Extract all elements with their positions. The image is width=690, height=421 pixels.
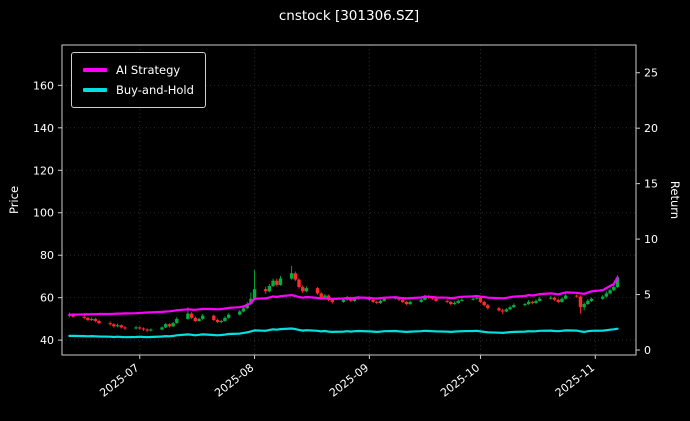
legend-label: Buy-and-Hold [116,83,194,97]
svg-text:60: 60 [40,292,54,305]
svg-text:5: 5 [644,289,651,302]
svg-text:0: 0 [644,344,651,357]
svg-text:2025-11: 2025-11 [553,361,597,400]
legend-item-ai-strategy: AI Strategy [83,60,194,80]
chart-title: cnstock [301306.SZ] [278,8,420,24]
y-axis-label-return: Return [668,180,682,220]
legend: AI Strategy Buy-and-Hold [71,52,206,108]
ai-strategy-line-swatch [83,68,107,72]
svg-text:140: 140 [33,122,54,135]
svg-text:15: 15 [644,178,658,191]
svg-text:160: 160 [33,79,54,92]
svg-text:2025-09: 2025-09 [327,361,371,400]
svg-text:100: 100 [33,207,54,220]
legend-label: AI Strategy [116,63,181,77]
svg-text:2025-08: 2025-08 [212,361,256,400]
svg-text:2025-07: 2025-07 [97,361,141,400]
svg-text:10: 10 [644,233,658,246]
svg-text:40: 40 [40,334,54,347]
svg-text:2025-10: 2025-10 [438,361,482,400]
buy-and-hold-line-swatch [83,88,107,92]
svg-text:120: 120 [33,164,54,177]
legend-item-buy-and-hold: Buy-and-Hold [83,80,194,100]
svg-text:20: 20 [644,122,658,135]
y-axis-label-price: Price [7,185,21,215]
svg-text:80: 80 [40,249,54,262]
svg-text:25: 25 [644,67,658,80]
